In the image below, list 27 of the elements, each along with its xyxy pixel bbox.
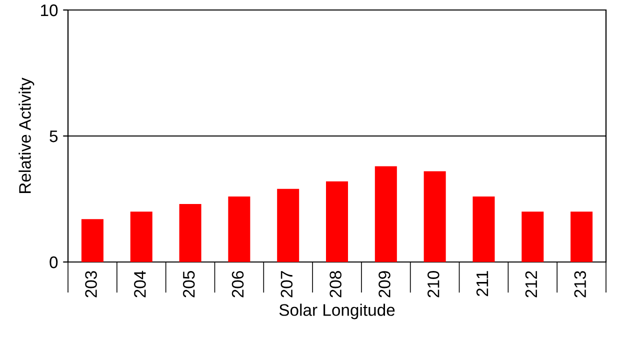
y-tick-label: 10 (41, 4, 58, 16)
bar (81, 219, 104, 262)
x-tick-label: 210 (427, 270, 440, 298)
x-tick-label: 209 (378, 271, 390, 298)
x-tick-label: 205 (182, 271, 195, 298)
bar (130, 212, 152, 262)
x-tick-label: 212 (525, 271, 537, 298)
bar (522, 212, 544, 262)
x-tick-label: 213 (574, 271, 586, 298)
bar (277, 188, 300, 262)
x-axis-title: Solar Longitude (279, 304, 395, 320)
bar (374, 166, 397, 262)
y-tick-label: 5 (50, 130, 58, 142)
x-tick-label: 211 (476, 271, 488, 296)
bar (179, 204, 202, 262)
x-tick-label: 203 (85, 271, 97, 298)
x-tick-label: 204 (134, 270, 146, 298)
y-tick-label: 0 (50, 256, 58, 268)
bar (472, 196, 495, 262)
bar (424, 171, 446, 262)
bar (570, 212, 593, 262)
bar (326, 181, 348, 262)
x-tick-label: 206 (232, 271, 244, 298)
x-tick-label: 208 (330, 271, 342, 298)
y-axis-title: Relative Activity (18, 78, 34, 193)
x-tick-label: 207 (280, 271, 293, 298)
bar (228, 196, 250, 262)
